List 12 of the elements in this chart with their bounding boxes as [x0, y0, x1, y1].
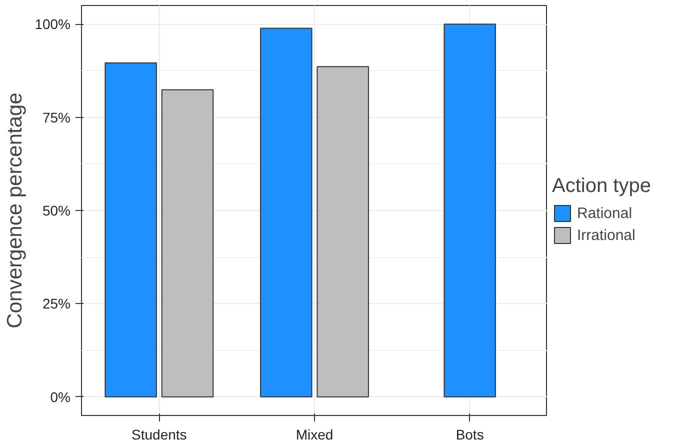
y-axis-title: Convergence percentage	[4, 92, 27, 328]
y-tick-label: 100%	[34, 16, 71, 32]
legend-title: Action type	[552, 175, 651, 198]
y-tick-label: 25%	[42, 296, 71, 312]
y-tick-label: 0%	[50, 388, 70, 405]
y-tick-label: 75%	[42, 109, 71, 126]
x-tick-label: Bots	[456, 426, 484, 442]
x-tick-label: Students	[132, 426, 187, 442]
y-tick-label: 50%	[42, 202, 71, 218]
x-tick-label: Mixed	[296, 426, 334, 442]
legend-label: Rational	[577, 204, 632, 222]
legend-label: Irrational	[577, 226, 636, 244]
